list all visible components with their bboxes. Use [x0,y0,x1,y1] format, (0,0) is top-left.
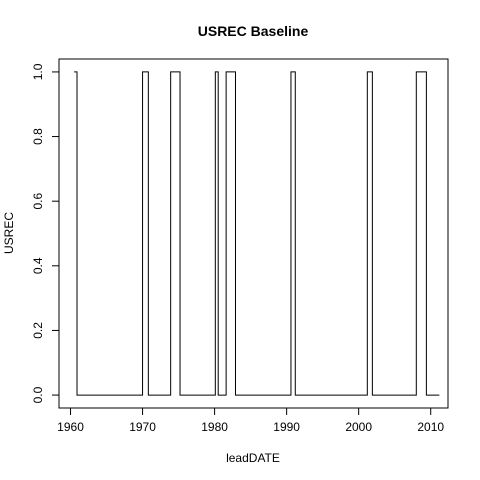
x-tick-label: 2010 [417,420,444,434]
y-axis-label: USREC [2,212,16,254]
y-axis: 0.0 0.2 0.4 0.6 0.8 1.0 [31,63,60,403]
series-line-0 [74,71,440,396]
y-tick-label: 0.6 [31,193,45,210]
line-layer [74,71,440,396]
x-tick-label: 1990 [273,420,300,434]
chart-title: USREC Baseline [198,23,309,39]
y-tick-label: 1.0 [31,63,45,80]
y-tick-label: 0.0 [31,386,45,403]
y-tick-label: 0.8 [31,128,45,145]
y-tick-label: 0.4 [31,257,45,274]
x-axis: 1960 1970 1980 1990 2000 2010 [57,407,444,434]
y-tick-label: 0.2 [31,322,45,339]
x-tick-label: 1970 [129,420,156,434]
x-axis-label: leadDATE [226,451,280,465]
x-tick-label: 1980 [201,420,228,434]
x-tick-label: 1960 [57,420,84,434]
x-tick-label: 2000 [345,420,372,434]
